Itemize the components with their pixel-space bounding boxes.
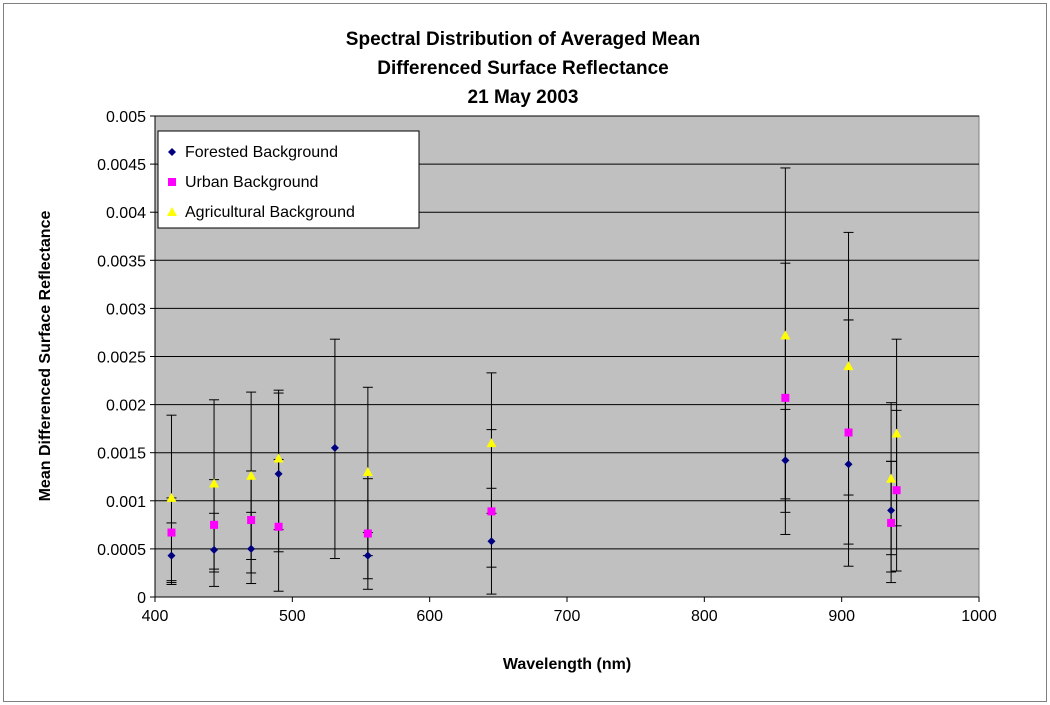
- data-point-square: [247, 516, 256, 525]
- data-point-square: [274, 522, 283, 531]
- y-tick-label: 0.0035: [97, 253, 146, 270]
- legend-label-forested: Forested Background: [185, 144, 338, 161]
- data-point-square: [892, 486, 901, 495]
- chart-title: Spectral Distribution of Averaged Mean D…: [346, 29, 700, 108]
- chart-title-line-1: Spectral Distribution of Averaged Mean: [346, 29, 700, 50]
- data-point-square: [887, 518, 896, 527]
- data-point-triangle: [486, 438, 497, 448]
- data-point-triangle: [209, 478, 220, 488]
- y-tick-label: 0.0005: [97, 542, 146, 559]
- x-tick-label: 1000: [961, 608, 997, 625]
- data-point-diamond: [887, 506, 896, 515]
- data-point-triangle: [886, 473, 897, 483]
- legend-symbol-diamond: [168, 148, 176, 156]
- x-tick-label: 500: [279, 608, 306, 625]
- data-point-triangle: [166, 492, 177, 502]
- x-tick-label: 800: [691, 608, 718, 625]
- data-point-triangle: [246, 470, 257, 480]
- data-point-square: [844, 428, 853, 437]
- y-tick-label: 0.003: [106, 301, 146, 318]
- y-tick-label: 0.004: [106, 205, 146, 222]
- x-tick-label: 700: [554, 608, 581, 625]
- y-tick-label: 0.001: [106, 494, 146, 511]
- x-tick-label: 600: [416, 608, 443, 625]
- data-point-square: [167, 528, 176, 537]
- data-point-square: [210, 520, 219, 529]
- data-point-triangle: [362, 466, 373, 476]
- y-axis-ticks: 0 0.0005 0.001 0.0015 0.002 0.0025 0.003 0.0035…: [97, 109, 155, 607]
- data-point-triangle: [891, 428, 902, 438]
- data-point-diamond: [274, 469, 283, 478]
- legend-label-urban: Urban Background: [185, 174, 318, 191]
- y-tick-label: 0.0045: [97, 157, 146, 174]
- data-points: [166, 330, 902, 560]
- chart-svg: Spectral Distribution of Averaged Mean D…: [37, 29, 997, 673]
- x-axis-ticks: 400 500 600 700 800 900 1000: [142, 597, 997, 625]
- data-point-square: [487, 507, 496, 516]
- data-point-triangle: [843, 361, 854, 371]
- data-point-diamond: [781, 456, 790, 465]
- legend-marker-urban: [168, 178, 176, 186]
- legend-symbol-square: [168, 178, 176, 186]
- y-tick-label: 0.005: [106, 109, 146, 126]
- legend-label-agricultural: Agricultural Background: [185, 204, 355, 221]
- data-point-diamond: [363, 551, 372, 560]
- y-tick-label: 0.0025: [97, 350, 146, 367]
- data-point-diamond: [844, 460, 853, 469]
- legend-marker-agricultural: [167, 207, 177, 216]
- data-point-diamond: [330, 443, 339, 452]
- x-tick-label: 900: [828, 608, 855, 625]
- data-point-diamond: [210, 545, 219, 554]
- data-point-diamond: [247, 544, 256, 553]
- legend-box: [157, 130, 420, 229]
- y-tick-label: 0.0015: [97, 446, 146, 463]
- x-tick-label: 400: [142, 608, 169, 625]
- y-tick-label: 0.002: [106, 398, 146, 415]
- x-axis-title: Wavelength (nm): [503, 656, 631, 673]
- chart-title-line-2: Differenced Surface Reflectance: [377, 58, 668, 79]
- chart-frame: Spectral Distribution of Averaged Mean D…: [3, 3, 1047, 702]
- legend-marker-forested: [168, 148, 176, 156]
- legend: Forested Background Urban Background Agr…: [157, 130, 420, 229]
- data-point-triangle: [273, 453, 284, 463]
- y-axis-title: Mean Differenced Surface Reflectance: [37, 211, 54, 502]
- data-point-diamond: [487, 537, 496, 546]
- data-point-square: [781, 393, 790, 402]
- data-point-diamond: [167, 551, 176, 560]
- data-point-triangle: [780, 330, 791, 340]
- legend-symbol-triangle: [167, 207, 177, 216]
- y-tick-label: 0: [137, 590, 146, 607]
- chart-title-line-3: 21 May 2003: [468, 87, 579, 108]
- data-point-square: [363, 529, 372, 538]
